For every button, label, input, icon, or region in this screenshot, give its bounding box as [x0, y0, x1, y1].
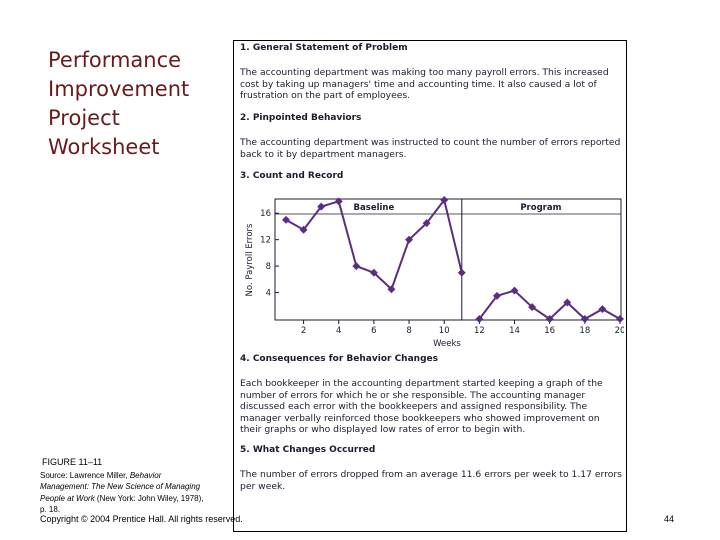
x-tick-label: 6 [371, 326, 376, 336]
x-tick-label: 18 [579, 326, 590, 336]
section-1-body: The accounting department was making too… [240, 67, 609, 102]
data-point [282, 215, 290, 224]
source-suffix: (New York: John Wiley, 1978), p. 18. [40, 493, 204, 515]
x-tick-label: 4 [336, 326, 341, 336]
x-tick-label: 2 [301, 326, 306, 336]
section-5-body: The number of errors dropped from an ave… [240, 469, 622, 492]
plot-frame [274, 198, 622, 321]
data-point [598, 305, 607, 314]
section-2-heading: 2. Pinpointed Behaviors [240, 113, 362, 123]
data-point [457, 268, 466, 277]
section-4-heading: 4. Consequences for Behavior Changes [240, 354, 438, 364]
phase-label-program: Program [520, 203, 561, 213]
y-tick-label: 16 [260, 209, 271, 219]
title-line-3: Project [48, 106, 120, 130]
data-point [369, 268, 378, 277]
slide-title: Performance Improvement Project Workshee… [48, 46, 228, 162]
section-4-body: Each bookkeeper in the accounting depart… [240, 378, 603, 436]
y-axis-label: No. Payroll Errors [245, 223, 255, 296]
data-point [299, 225, 308, 234]
title-line-1: Performance [48, 48, 182, 72]
section-3-heading: 3. Count and Record [240, 171, 344, 181]
phase-label-baseline: Baseline [354, 203, 395, 213]
x-axis-ticks: 2 4 6 8 10 12 14 16 18 20 [301, 320, 624, 336]
y-tick-label: 12 [260, 236, 271, 246]
title-line-2: Improvement [48, 77, 190, 101]
worksheet-figure: 1. General Statement of Problem The acco… [233, 40, 627, 532]
data-point [352, 262, 361, 271]
x-tick-label: 10 [439, 326, 450, 336]
series-points [282, 196, 624, 323]
x-tick-label: 20 [615, 326, 624, 336]
x-tick-label: 14 [509, 326, 520, 336]
data-point [387, 285, 396, 294]
y-axis-ticks: 4 8 12 16 [260, 209, 279, 299]
figure-label: FIGURE 11–11 [42, 457, 103, 467]
y-tick-label: 8 [266, 262, 271, 272]
data-point [563, 298, 572, 307]
source-prefix: Source: Lawrence Miller, [40, 471, 130, 480]
page-number: 44 [664, 514, 675, 524]
payroll-errors-chart: Baseline Program No. Payroll Errors Week… [245, 196, 624, 349]
source-book-title: Behavior Management: The New Science of … [40, 471, 201, 503]
data-point [317, 202, 326, 211]
data-point [334, 197, 343, 206]
x-tick-label: 16 [544, 326, 555, 336]
section-5-heading: 5. What Changes Occurred [240, 445, 376, 455]
data-point [616, 315, 624, 323]
source-citation: Source: Lawrence Miller, Behavior Manage… [40, 470, 212, 516]
copyright-notice: Copyright © 2004 Prentice Hall. All righ… [40, 514, 243, 524]
series-line-program [478, 289, 621, 321]
data-point [528, 303, 537, 312]
x-axis-label: Weeks [433, 339, 461, 349]
x-tick-label: 12 [474, 326, 485, 336]
data-point [475, 315, 484, 323]
title-line-4: Worksheet [48, 135, 160, 159]
x-tick-label: 8 [406, 326, 411, 336]
section-2-body: The accounting department was instructed… [240, 137, 621, 160]
section-1-heading: 1. General Statement of Problem [240, 43, 408, 53]
y-tick-label: 4 [266, 289, 271, 299]
